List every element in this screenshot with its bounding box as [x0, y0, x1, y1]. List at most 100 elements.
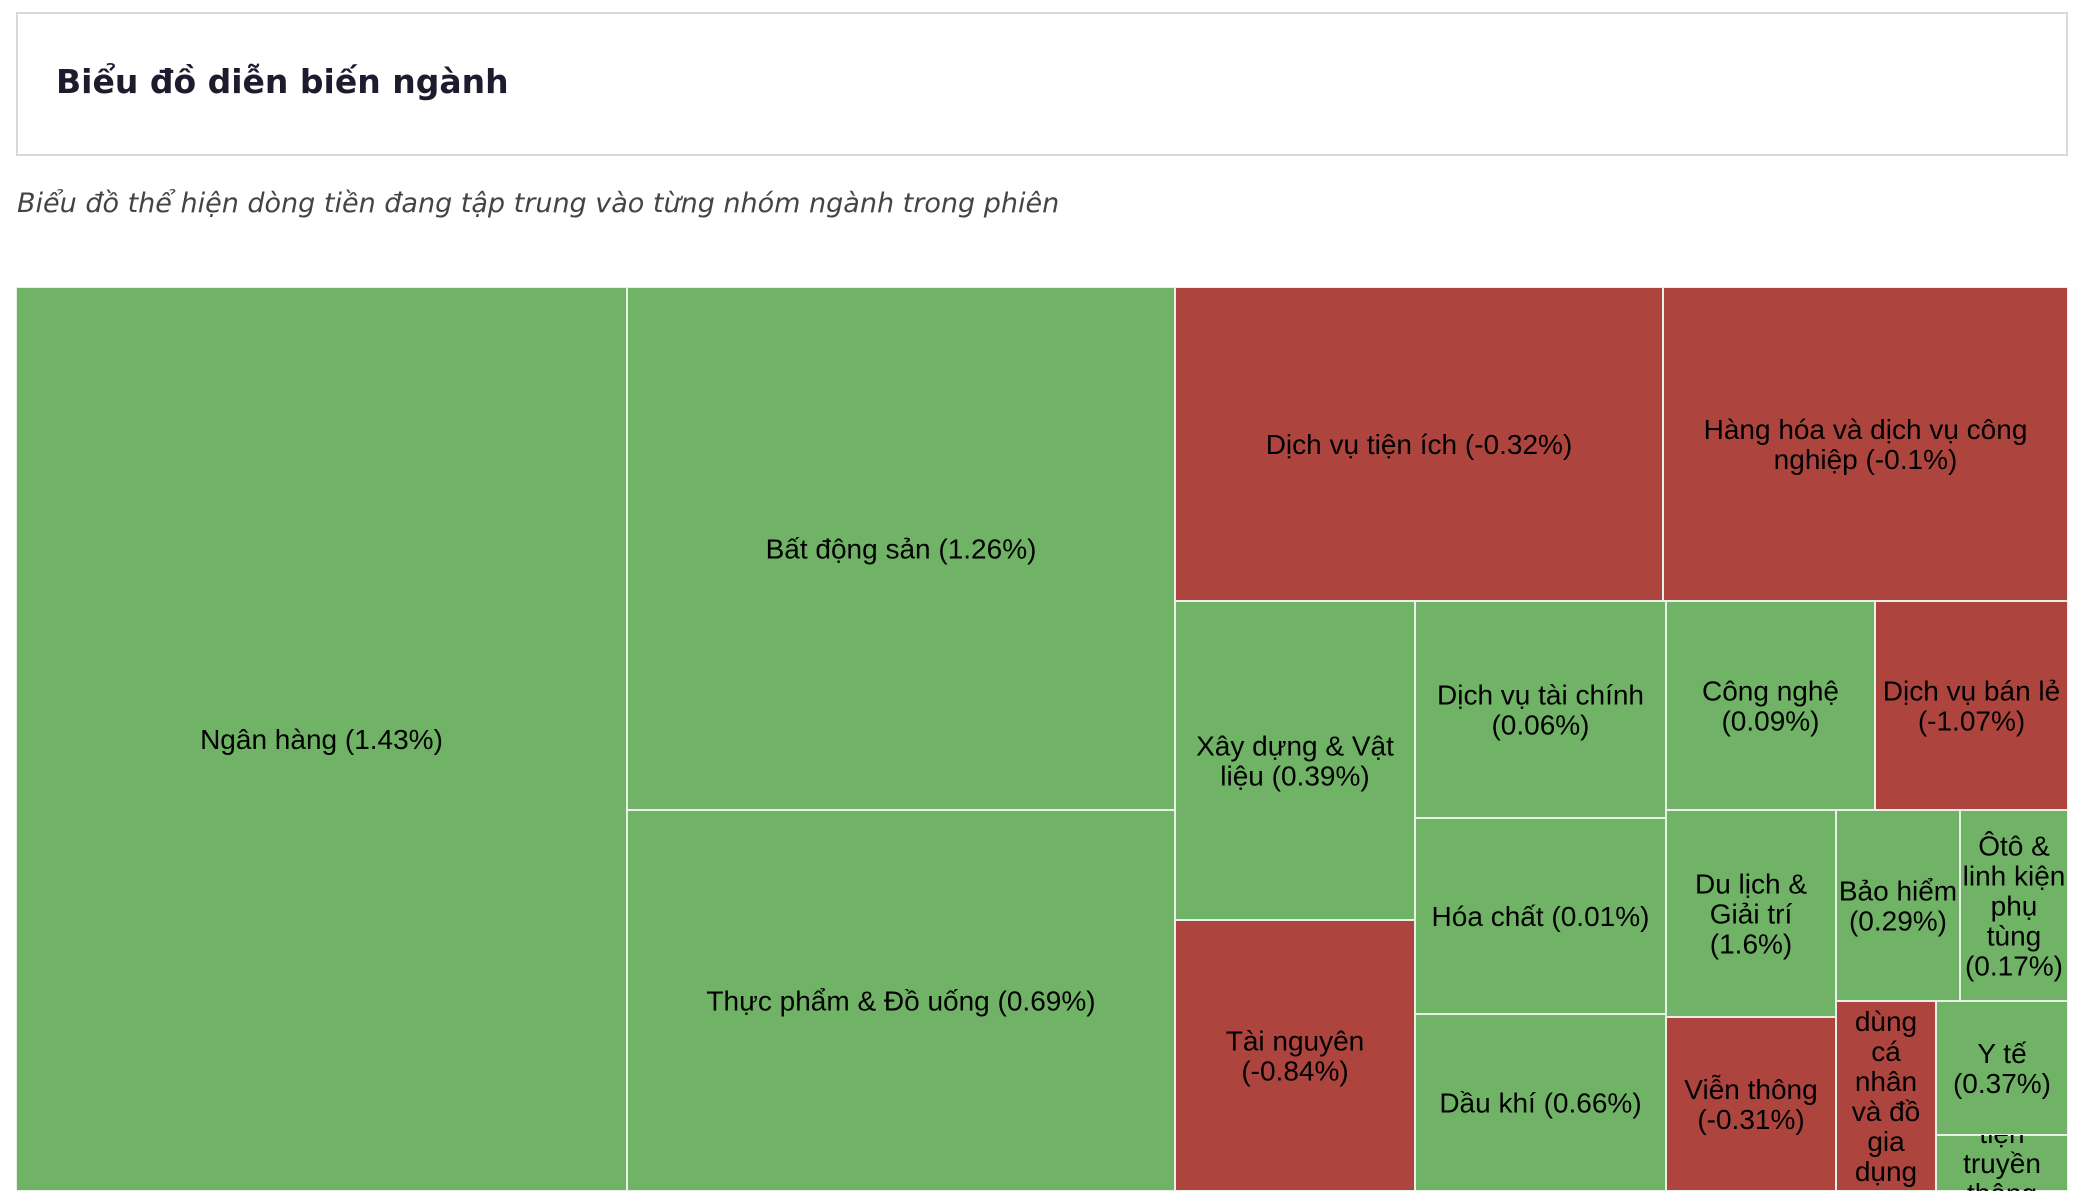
treemap-label-line: Y tế — [1977, 1038, 2027, 1069]
treemap-label-line: (-1.07%) — [1918, 706, 2025, 737]
treemap-label-line: nhân — [1855, 1066, 1917, 1097]
treemap-label-line: (0.29%) — [1849, 906, 1947, 937]
sector-treemap: Ngân hàng (1.43%) Bất động sản (1.26%) Thự… — [16, 287, 2068, 1191]
treemap-cell-label: Thực phẩm & Đồ uống (0.69%) — [706, 986, 1095, 1017]
treemap-label-line: Tài nguyên — [1226, 1026, 1365, 1057]
treemap-cell-rect[interactable] — [1665, 1016, 1837, 1191]
treemap-cell-label: Dịch vụ tiện ích (-0.32%) — [1266, 429, 1573, 460]
treemap-label-line: Công nghệ — [1702, 676, 1839, 707]
treemap-label-line: linh kiện — [1963, 861, 2066, 892]
treemap-label-line: Dịch vụ bán lẻ — [1883, 676, 2060, 707]
treemap-cell[interactable]: Thực phẩm & Đồ uống (0.69%) — [626, 809, 1176, 1191]
treemap-cell[interactable]: Dịch vụ tài chính (0.06%) — [1414, 600, 1667, 819]
treemap-cell[interactable]: Dịch vụ tiện ích (-0.32%) — [1174, 287, 1664, 602]
treemap-cell-label: Bất động sản (1.26%) — [766, 534, 1037, 565]
treemap-label-line: phụ — [1991, 891, 2038, 922]
treemap-label-line: (0.09%) — [1721, 706, 1819, 737]
treemap-label-line: (0.17%) — [1965, 951, 2063, 982]
treemap-cell-rect[interactable] — [626, 287, 1176, 811]
treemap-cell-rect[interactable] — [1665, 809, 1837, 1018]
treemap-label-line: gia — [1867, 1126, 1905, 1157]
treemap-cell[interactable]: Xây dựng & Vật liệu (0.39%) — [1174, 600, 1416, 921]
treemap-label-line: (1.6%) — [1710, 929, 1792, 960]
treemap-cell-rect[interactable] — [626, 809, 1176, 1191]
treemap-cell[interactable]: Hóa chất (0.01%) — [1414, 817, 1667, 1015]
page-title: Biểu đồ diễn biến ngành — [56, 62, 509, 101]
treemap-label-line: Hàng hóa và dịch vụ công — [1704, 414, 2028, 445]
treemap-label-line: dụng — [1855, 1156, 1917, 1187]
treemap-label-line: Xây dựng & Vật — [1196, 731, 1394, 762]
treemap-cell-rect[interactable] — [1835, 809, 1961, 1002]
treemap-cell-label: Ôtô & linh kiện phụ tùng (0.17%) — [1963, 831, 2066, 982]
treemap-cell-rect[interactable] — [16, 287, 628, 1191]
treemap-cell-rect[interactable] — [1414, 600, 1667, 819]
treemap-label-line: (-0.31%) — [1697, 1104, 1804, 1135]
treemap-label-line: thông — [1967, 1178, 2037, 1191]
treemap-label-line: Dầu khí (0.66%) — [1439, 1088, 1641, 1119]
treemap-label-line: dùng — [1855, 1006, 1917, 1037]
treemap-cell[interactable]: Bất động sản (1.26%) — [626, 287, 1176, 811]
treemap-cell[interactable]: Hàng hóa và dịch vụ công nghiệp (-0.1%) — [1662, 287, 2068, 602]
treemap-cell-label: Dịch vụ tài chính (0.06%) — [1437, 680, 1644, 741]
treemap-label-line: cá — [1871, 1036, 1901, 1067]
treemap-cell[interactable]: Dầu khí (0.66%) — [1414, 1013, 1667, 1191]
treemap-label-line: (-0.84%) — [1241, 1056, 1348, 1087]
treemap-label-line: Ngân hàng (1.43%) — [200, 724, 443, 755]
treemap-cell-label: Dịch vụ bán lẻ (-1.07%) — [1883, 676, 2060, 737]
treemap-cell-label: Xây dựng & Vật liệu (0.39%) — [1196, 731, 1394, 792]
treemap-label-line: Ôtô & — [1978, 831, 2050, 862]
treemap-cell-rect[interactable] — [1174, 919, 1416, 1191]
treemap-cell-rect[interactable] — [1935, 1000, 2068, 1136]
treemap-cell[interactable]: tiệntruyềnthông — [1935, 1118, 2068, 1191]
header-box: Biểu đồ diễn biến ngành — [16, 12, 2068, 156]
treemap-cell[interactable]: Du lịch & Giải trí (1.6%) — [1665, 809, 1837, 1018]
treemap-cell-rect[interactable] — [1959, 809, 2068, 1002]
treemap-cell[interactable]: Ôtô & linh kiện phụ tùng (0.17%) — [1959, 809, 2068, 1002]
treemap-cell-rect[interactable] — [1174, 287, 1664, 602]
treemap-cell-label: Hàng hóa và dịch vụ công nghiệp (-0.1%) — [1704, 414, 2028, 475]
treemap-cell[interactable]: dùng cá nhân và đồ gia dụng — [1835, 1000, 1937, 1191]
treemap-cell-rect[interactable] — [1174, 600, 1416, 921]
treemap-label-line: liệu (0.39%) — [1220, 761, 1369, 792]
chart-subtitle: Biểu đồ thể hiện dòng tiền đang tập trun… — [17, 188, 1060, 219]
treemap-cell-label: Du lịch & Giải trí (1.6%) — [1695, 869, 1807, 960]
treemap-label-line: Dịch vụ tiện ích (-0.32%) — [1266, 429, 1573, 460]
treemap-label-line: Bảo hiểm — [1839, 876, 1957, 907]
treemap-label-line: tiện — [1979, 1118, 2024, 1149]
treemap-cell[interactable]: Y tế (0.37%) — [1935, 1000, 2068, 1136]
treemap-label-line: Bất động sản (1.26%) — [766, 534, 1037, 565]
treemap-cell[interactable]: Dịch vụ bán lẻ (-1.07%) — [1874, 600, 2068, 811]
treemap-label-line: tùng — [1987, 921, 2042, 952]
treemap-cell-label: Tài nguyên (-0.84%) — [1226, 1026, 1365, 1087]
treemap-label-line: Du lịch & — [1695, 869, 1807, 900]
treemap-label-line: truyền — [1963, 1148, 2041, 1179]
treemap-svg: Ngân hàng (1.43%) Bất động sản (1.26%) Thự… — [16, 287, 2068, 1191]
treemap-label-line: (0.37%) — [1953, 1068, 2051, 1099]
treemap-label-line: Giải trí — [1710, 899, 1793, 930]
treemap-cell-rect[interactable] — [1414, 817, 1667, 1015]
treemap-cell-label: Bảo hiểm (0.29%) — [1839, 876, 1957, 937]
treemap-cell[interactable]: Bảo hiểm (0.29%) — [1835, 809, 1961, 1002]
treemap-label-line: (0.06%) — [1491, 710, 1589, 741]
treemap-cell-label: tiệntruyềnthông — [1963, 1118, 2041, 1191]
treemap-cell-label: Y tế (0.37%) — [1953, 1038, 2051, 1099]
treemap-cell-label: dùng cá nhân và đồ gia dụng — [1852, 1006, 1921, 1187]
treemap-cell-label: Hóa chất (0.01%) — [1432, 901, 1650, 932]
treemap-cell-rect[interactable] — [1935, 1134, 2068, 1191]
treemap-cell-rect[interactable] — [1662, 287, 2068, 602]
treemap-cell[interactable]: Tài nguyên (-0.84%) — [1174, 919, 1416, 1191]
treemap-cell[interactable]: Công nghệ (0.09%) — [1665, 600, 1876, 811]
treemap-label-line: nghiệp (-0.1%) — [1774, 444, 1958, 475]
treemap-cell-label: Viễn thông (-0.31%) — [1684, 1074, 1817, 1135]
treemap-cell[interactable]: Viễn thông (-0.31%) — [1665, 1016, 1837, 1191]
treemap-label-line: Dịch vụ tài chính — [1437, 680, 1644, 711]
treemap-label-line: Hóa chất (0.01%) — [1432, 901, 1650, 932]
treemap-label-line: Thực phẩm & Đồ uống (0.69%) — [706, 986, 1095, 1017]
treemap-label-line: và đồ — [1852, 1096, 1921, 1127]
treemap-cell-rect[interactable] — [1414, 1013, 1667, 1191]
treemap-cell-rect[interactable] — [1665, 600, 1876, 811]
treemap-cell-label: Công nghệ (0.09%) — [1702, 676, 1839, 737]
treemap-cell-label: Ngân hàng (1.43%) — [200, 724, 443, 755]
treemap-label-line: Viễn thông — [1684, 1074, 1817, 1105]
treemap-cell[interactable]: Ngân hàng (1.43%) — [16, 287, 628, 1191]
